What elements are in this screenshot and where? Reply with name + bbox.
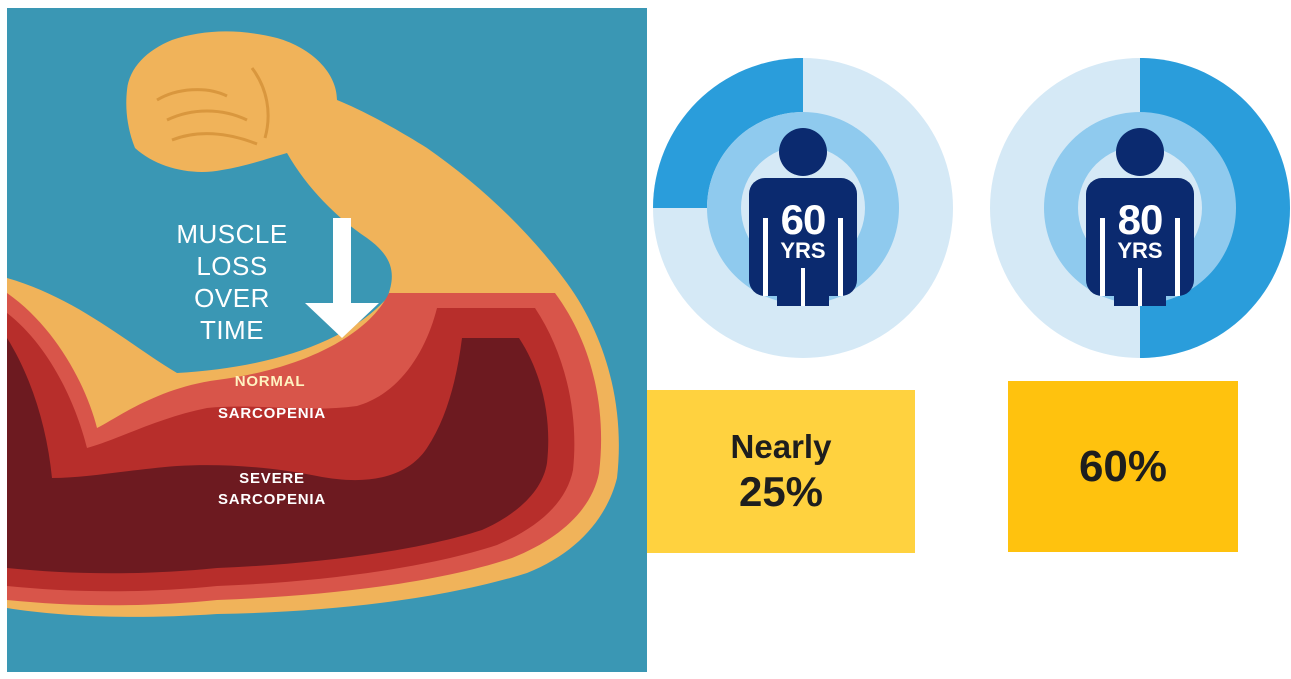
severe-sarcopenia-label: SEVERE SARCOPENIA: [192, 468, 352, 510]
sarcopenia-label: SARCOPENIA: [217, 405, 326, 422]
age-60-donut: 60 YRS: [653, 58, 953, 358]
severe-label-line: SEVERE: [239, 470, 305, 487]
muscle-loss-title: MUSCLE LOSS OVER TIME: [157, 218, 307, 346]
down-arrow-icon: [305, 218, 379, 338]
person-arm-gaps: [763, 218, 843, 306]
donut-graphic: [990, 58, 1290, 358]
severe-muscle-layer: [7, 338, 549, 574]
donut-graphic: [653, 58, 953, 358]
title-line: TIME: [199, 315, 265, 345]
severe-label-line: SARCOPENIA: [217, 491, 326, 508]
stat-box-60: Nearly 25%: [647, 390, 915, 553]
stat-qualifier: Nearly: [730, 427, 832, 465]
age-number: 60: [780, 196, 827, 243]
arm-illustration: MUSCLE LOSS OVER TIME NORMAL SARCOPENIA …: [7, 8, 647, 672]
stat-box-80: 60%: [1008, 381, 1238, 552]
normal-label: NORMAL: [234, 373, 306, 390]
title-line: MUSCLE: [176, 219, 288, 249]
person-arm-gaps: [1100, 218, 1180, 306]
age-unit: YRS: [780, 238, 826, 263]
stat-percentage: 60%: [1078, 441, 1168, 491]
age-unit: YRS: [1117, 238, 1163, 263]
arm-graphic: [7, 8, 647, 672]
stat-percentage: 25%: [738, 467, 824, 515]
title-line: LOSS: [196, 251, 268, 281]
age-number: 80: [1117, 196, 1164, 243]
fist-finger-lines: [156, 67, 270, 146]
title-line: OVER: [194, 283, 270, 313]
age-80-donut: 80 YRS: [990, 58, 1290, 358]
